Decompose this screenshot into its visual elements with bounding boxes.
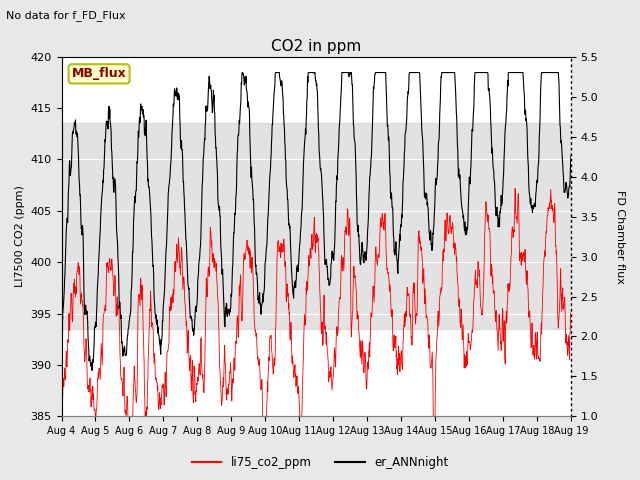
Text: No data for f_FD_Flux: No data for f_FD_Flux	[6, 10, 126, 21]
Bar	[61, 123, 571, 329]
Y-axis label: FD Chamber flux: FD Chamber flux	[615, 190, 625, 284]
Legend: li75_co2_ppm, er_ANNnight: li75_co2_ppm, er_ANNnight	[187, 452, 453, 474]
Text: MB_flux: MB_flux	[72, 67, 127, 80]
Y-axis label: LI7500 CO2 (ppm): LI7500 CO2 (ppm)	[15, 186, 25, 288]
Title: CO2 in ppm: CO2 in ppm	[271, 39, 362, 54]
